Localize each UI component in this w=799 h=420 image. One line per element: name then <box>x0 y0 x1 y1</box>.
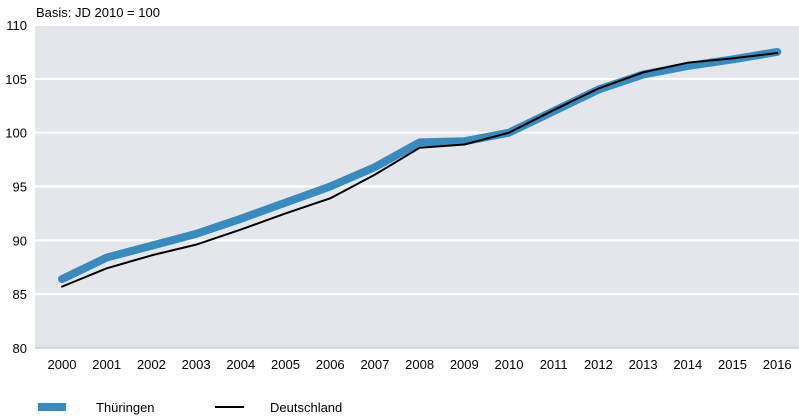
x-tick-label-2010: 2010 <box>495 357 524 372</box>
x-tick-label-2001: 2001 <box>92 357 121 372</box>
x-tick-label-2007: 2007 <box>360 357 389 372</box>
x-tick-label-2016: 2016 <box>763 357 792 372</box>
x-tick-label-2005: 2005 <box>271 357 300 372</box>
series-line-thüringen <box>58 47 782 284</box>
x-tick-label-2004: 2004 <box>226 357 255 372</box>
x-tick-label-2003: 2003 <box>182 357 211 372</box>
y-tick-label-100: 100 <box>5 126 27 141</box>
x-tick-label-2002: 2002 <box>137 357 166 372</box>
series-lines <box>58 47 782 288</box>
x-tick-label-2015: 2015 <box>718 357 747 372</box>
chart-subtitle: Basis: JD 2010 = 100 <box>36 5 160 20</box>
y-tick-label-80: 80 <box>13 341 27 356</box>
legend-label-thueringen: Thüringen <box>96 400 155 415</box>
x-axis-ticks: 2000 2001 2002 2003 2004 2005 2006 2007 2008 2009… <box>48 357 792 372</box>
series-line-deutschland <box>61 51 779 288</box>
x-tick-label-2008: 2008 <box>405 357 434 372</box>
y-tick-label-110: 110 <box>6 18 27 33</box>
y-tick-label-105: 105 <box>5 72 27 87</box>
y-tick-label-85: 85 <box>13 287 27 302</box>
x-tick-label-2009: 2009 <box>450 357 479 372</box>
y-axis-ticks: 80 85 90 95 100 105 110 <box>5 18 27 356</box>
x-tick-label-2006: 2006 <box>316 357 345 372</box>
x-tick-label-2014: 2014 <box>673 357 702 372</box>
x-tick-label-2000: 2000 <box>48 357 77 372</box>
x-tick-label-2013: 2013 <box>629 357 658 372</box>
x-tick-label-2011: 2011 <box>540 357 568 372</box>
x-tick-label-2012: 2012 <box>584 357 613 372</box>
y-tick-label-90: 90 <box>13 233 27 248</box>
y-tick-label-95: 95 <box>13 180 27 195</box>
legend: Thüringen Deutschland <box>38 400 342 415</box>
legend-label-deutschland: Deutschland <box>270 400 342 415</box>
